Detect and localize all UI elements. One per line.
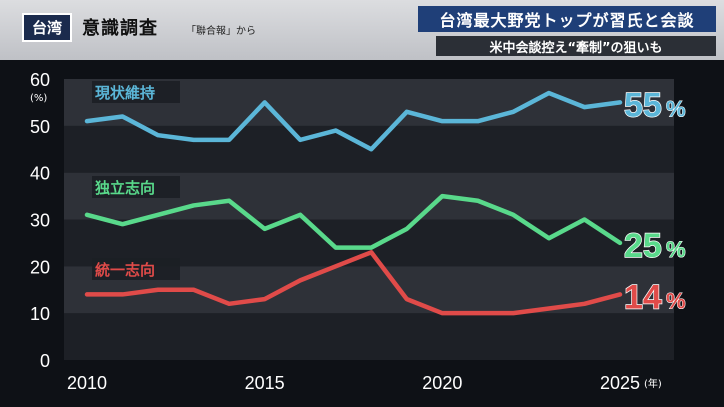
end-value-label: 14 (624, 278, 662, 316)
x-tick-label: 2020 (422, 373, 462, 393)
x-tick-label: 2010 (67, 373, 107, 393)
y-tick-label: 30 (30, 211, 50, 231)
x-tick-label: 2015 (245, 373, 285, 393)
series-label: 独立志向 (92, 176, 180, 198)
y-tick-label: 60 (30, 70, 50, 90)
series-label-bg (92, 81, 180, 103)
end-percent-sign: % (666, 96, 686, 121)
series-name: 統一志向 (95, 261, 155, 279)
y-tick-label: 0 (40, 351, 50, 371)
end-percent-sign: % (666, 288, 686, 313)
news-subheadline: 米中会談控え“牽制”の狙いも (436, 36, 716, 56)
series-label-bg (92, 176, 180, 198)
grid-band (64, 313, 674, 360)
end-value-label: 55 (624, 86, 662, 124)
x-unit-label: (年) (644, 377, 662, 390)
series-label-bg (92, 258, 180, 280)
series-label: 現状維持 (92, 81, 180, 103)
y-tick-label: 10 (30, 304, 50, 324)
end-percent-sign: % (666, 237, 686, 262)
y-tick-label: 20 (30, 257, 50, 277)
series-line (84, 250, 623, 316)
news-headline: 台湾最大野党トップが習氏と会談 (418, 6, 716, 32)
series-name: 現状維持 (95, 84, 155, 102)
series-name: 独立志向 (95, 179, 155, 197)
header-bar: 台湾 意識調査 「聯合報」から 台湾最大野党トップが習氏と会談 米中会談控え“牽… (0, 0, 724, 60)
y-unit-label: (%) (30, 93, 47, 104)
x-tick-label: 2025 (600, 373, 640, 393)
y-tick-label: 50 (30, 117, 50, 137)
y-tick-label: 40 (30, 164, 50, 184)
program-tag: 台湾 意識調査 (22, 12, 159, 42)
series-label: 統一志向 (92, 258, 180, 280)
region-tag: 台湾 (22, 12, 73, 42)
source-note: 「聯合報」から (186, 26, 256, 37)
series-line (84, 193, 623, 250)
series-line (84, 90, 623, 152)
end-value-label: 25 (624, 227, 662, 265)
segment-title: 意識調査 (82, 18, 159, 39)
